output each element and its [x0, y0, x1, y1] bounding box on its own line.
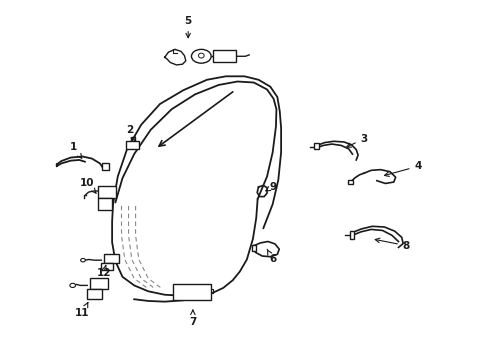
- Text: 12: 12: [96, 265, 111, 278]
- Bar: [349, 231, 354, 239]
- Bar: [89, 279, 108, 289]
- Bar: [98, 198, 112, 210]
- Bar: [173, 284, 210, 300]
- Text: 6: 6: [266, 249, 276, 265]
- Bar: [251, 245, 256, 251]
- Text: 10: 10: [80, 179, 96, 193]
- Bar: [98, 186, 116, 198]
- Bar: [87, 289, 102, 299]
- Text: 1: 1: [69, 142, 81, 158]
- Text: 8: 8: [374, 238, 409, 251]
- Text: 5: 5: [184, 16, 191, 38]
- Text: 4: 4: [384, 161, 421, 176]
- Bar: [347, 180, 352, 184]
- Text: 2: 2: [125, 125, 135, 141]
- Text: 3: 3: [346, 134, 367, 147]
- Circle shape: [81, 258, 85, 262]
- Bar: [103, 254, 119, 263]
- Text: 9: 9: [265, 182, 276, 192]
- Ellipse shape: [198, 53, 203, 58]
- Bar: [212, 50, 236, 62]
- Text: 11: 11: [75, 302, 90, 318]
- Bar: [313, 143, 318, 149]
- Bar: [126, 141, 139, 149]
- Ellipse shape: [191, 49, 211, 63]
- Text: 7: 7: [189, 310, 196, 327]
- Bar: [101, 263, 113, 270]
- Bar: [102, 163, 109, 170]
- Circle shape: [70, 283, 75, 288]
